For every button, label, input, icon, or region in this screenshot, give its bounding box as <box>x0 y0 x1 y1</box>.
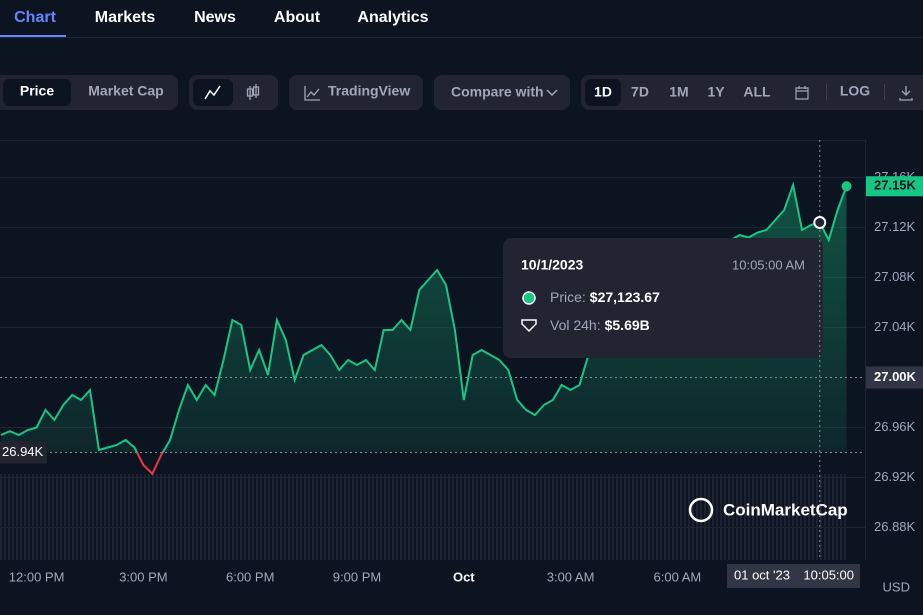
tooltip-row: Price:$27,123.67 <box>550 289 660 305</box>
crosshair-point <box>814 217 825 228</box>
reference-label: 26.94K <box>2 444 44 459</box>
y-tick-label: 27.04K <box>874 319 916 334</box>
current-label: 27.15K <box>874 178 917 193</box>
y-tick-label: 26.96K <box>874 419 916 434</box>
y-tick-label: 27.08K <box>874 269 916 284</box>
plot-top <box>0 140 866 141</box>
price-button[interactable]: Price <box>20 83 54 99</box>
separator <box>826 84 827 100</box>
x-tick-label: 3:00 PM <box>119 569 167 584</box>
row-value: $27,123.67 <box>590 289 660 305</box>
watermark-text: CoinMarketCap <box>723 500 848 519</box>
nav-tab[interactable]: About <box>274 9 321 26</box>
y-tick-label: 26.88K <box>874 519 916 534</box>
tooltip-time: 10:05:00 AM <box>732 257 805 272</box>
crosshair-date: 01 oct '23 <box>734 567 790 582</box>
crosshair-time: 10:05:00 <box>803 567 854 582</box>
row-label: Price: <box>550 289 586 305</box>
last-point <box>842 181 852 191</box>
price-dot <box>523 292 535 304</box>
y-tick-label: 27.00K <box>874 369 917 384</box>
x-tick-label: 3:00 AM <box>547 569 595 584</box>
toolbar: Price Market Cap TradingView Compare wit… <box>0 75 923 110</box>
active-underline <box>0 35 66 37</box>
nav-tab[interactable]: Analytics <box>357 9 428 26</box>
range-button[interactable]: 7D <box>631 84 649 100</box>
y-tick-label: 27.12K <box>874 219 916 234</box>
row-value: $5.69B <box>605 317 650 333</box>
range-button[interactable]: 1D <box>594 84 612 100</box>
x-tick-label: 12:00 PM <box>9 569 65 584</box>
x-tick-label: 6:00 PM <box>226 569 274 584</box>
range-button[interactable]: 1Y <box>707 84 725 100</box>
plot-right <box>865 140 866 560</box>
x-tick-label: 6:00 AM <box>654 569 702 584</box>
tooltip-date: 10/1/2023 <box>521 257 583 273</box>
tooltip: 10/1/2023 10:05:00 AM Price:$27,123.67 V… <box>503 238 823 358</box>
divider <box>0 37 923 38</box>
nav-tab[interactable]: Markets <box>95 9 156 26</box>
log-button[interactable]: LOG <box>840 83 870 99</box>
line-button[interactable] <box>193 79 233 106</box>
row-label: Vol 24h: <box>550 317 601 333</box>
x-tick-label: 9:00 PM <box>333 569 381 584</box>
y-tick-label: 26.92K <box>874 469 916 484</box>
market-cap-button[interactable]: Market Cap <box>88 83 163 99</box>
tooltip-row: Vol 24h:$5.69B <box>550 317 650 333</box>
x-tick-label: Oct <box>453 569 475 584</box>
separator <box>884 84 885 100</box>
tradingview-label: TradingView <box>328 83 410 99</box>
compare-label: Compare with <box>451 84 544 100</box>
nav-tab[interactable]: Chart <box>14 9 56 26</box>
range-button[interactable]: 1M <box>669 84 688 100</box>
range-button[interactable]: ALL <box>743 84 771 100</box>
volume-band <box>0 474 846 560</box>
currency-label: USD <box>883 579 910 594</box>
nav-tab[interactable]: News <box>194 9 236 26</box>
